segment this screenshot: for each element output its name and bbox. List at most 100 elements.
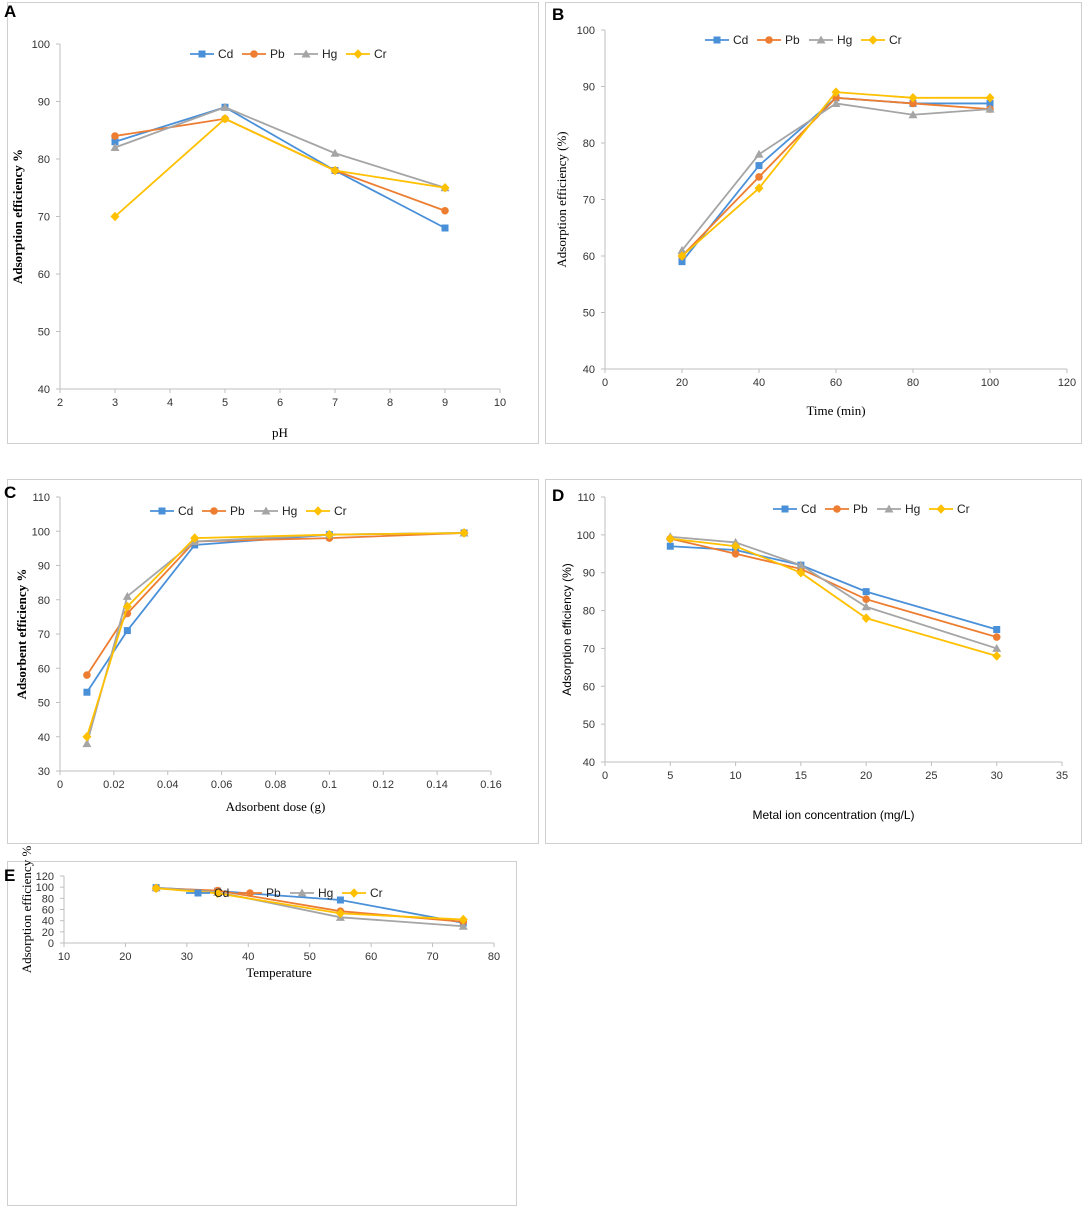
data-point-hg <box>754 149 764 158</box>
legend-label-cd: Cd <box>178 504 193 518</box>
series-line-cr <box>86 532 465 738</box>
y-tick-label: 100 <box>577 25 595 37</box>
y-tick-label: 120 <box>36 871 54 883</box>
data-point-cr <box>220 113 230 124</box>
legend-label-hg: Hg <box>318 886 333 900</box>
data-point-hg <box>677 245 687 254</box>
x-tick-label: 50 <box>304 951 316 963</box>
legend-marker-cd <box>781 505 789 513</box>
legend-label-cd: Cd <box>214 886 229 900</box>
legend-label-pb: Pb <box>266 886 281 900</box>
data-point-cd <box>83 688 91 696</box>
x-tick-label: 5 <box>667 770 673 782</box>
panel-d-frame <box>545 479 1082 844</box>
legend-label-pb: Pb <box>270 47 285 61</box>
chart-c: 0 0.02 0.04 0.06 0.08 0.1 0.12 0.14 0.16 30 40 50 60… <box>14 492 502 814</box>
chart-e: 10 20 30 40 50 60 70 80020406080100120Temperatu… <box>19 846 500 980</box>
y-tick-label: 80 <box>583 606 595 618</box>
x-tick-label: 35 <box>1056 770 1068 782</box>
series-line-hg <box>114 106 446 189</box>
series-line-pb <box>670 537 997 638</box>
x-tick-label: 10 <box>729 770 741 782</box>
data-point-hg <box>985 104 995 113</box>
x-tick-label: 3 <box>112 397 118 409</box>
series-line-cr <box>681 91 990 257</box>
data-point-hg <box>796 560 806 569</box>
y-tick-label: 90 <box>38 97 50 109</box>
legend-label-hg: Hg <box>322 47 337 61</box>
series-line-cr <box>114 117 446 218</box>
x-tick-label: 8 <box>387 397 393 409</box>
data-point-hg <box>861 602 871 611</box>
panel-label-d: D <box>552 486 565 505</box>
y-tick-label: 20 <box>42 927 54 939</box>
data-point-cr <box>458 914 468 925</box>
x-tick-label: 9 <box>442 397 448 409</box>
y-tick-label: 0 <box>48 938 54 950</box>
x-tick-label: 6 <box>277 397 283 409</box>
data-point-cr <box>796 567 806 578</box>
x-tick-label: 0 <box>602 377 608 389</box>
y-tick-label: 60 <box>583 251 595 263</box>
legend-marker-cd <box>158 507 166 515</box>
data-point-cd <box>986 99 994 107</box>
x-tick-label: 80 <box>907 377 919 389</box>
x-axis-title: Temperature <box>246 965 312 980</box>
legend-marker-hg <box>297 888 307 897</box>
y-axis-title: Adsorbent efficiency % <box>14 569 29 700</box>
series-line-pb <box>86 532 465 676</box>
data-point-cr <box>330 165 340 176</box>
y-tick-label: 40 <box>42 916 54 928</box>
legend-label-cr: Cr <box>334 504 347 518</box>
data-point-cr <box>151 883 161 894</box>
y-tick-label: 110 <box>577 492 595 504</box>
data-point-cr <box>82 731 92 742</box>
y-tick-label: 70 <box>583 643 595 655</box>
data-point-cd <box>755 162 763 170</box>
data-point-cr <box>665 533 675 544</box>
y-tick-label: 60 <box>38 269 50 281</box>
x-tick-label: 0 <box>57 779 63 791</box>
data-point-cd <box>666 542 674 550</box>
legend-marker-pb <box>210 507 218 515</box>
data-point-cr <box>831 87 841 97</box>
series-line-cd <box>86 532 465 693</box>
panel-b-frame <box>545 2 1082 444</box>
x-tick-label: 0.12 <box>373 779 394 791</box>
series-line-cd <box>681 96 990 263</box>
x-tick-label: 70 <box>426 951 438 963</box>
x-tick-label: 10 <box>58 951 70 963</box>
data-point-cd <box>441 224 449 232</box>
series-line-pb <box>114 117 446 212</box>
chart-b: 0 20 40 60 80 100 120 40 50 60 70 80 90 100 Time (min)… <box>554 25 1076 418</box>
data-point-pb <box>111 132 119 140</box>
legend-marker-cr <box>353 49 363 59</box>
legend-label-cd: Cd <box>801 502 816 516</box>
legend-label-cd: Cd <box>733 33 748 47</box>
data-point-hg <box>458 921 468 930</box>
data-point-pb <box>909 99 917 108</box>
data-point-cd <box>862 588 870 596</box>
data-point-hg <box>992 643 1002 652</box>
panel-a-frame <box>7 2 539 444</box>
legend-marker-pb <box>250 50 258 58</box>
data-point-cr <box>213 888 223 899</box>
data-point-hg <box>330 148 340 157</box>
y-tick-label: 100 <box>577 530 595 542</box>
data-point-pb <box>731 549 740 558</box>
data-point-pb <box>755 173 763 181</box>
x-axis-title: pH <box>272 425 288 440</box>
y-tick-label: 60 <box>583 681 595 693</box>
y-tick-label: 40 <box>583 364 595 376</box>
y-tick-label: 100 <box>36 882 54 894</box>
data-point-cr <box>335 908 345 919</box>
legend-label-pb: Pb <box>853 502 868 516</box>
y-tick-label: 90 <box>583 82 595 94</box>
data-point-cr <box>110 211 120 222</box>
data-point-cr <box>731 541 741 552</box>
x-tick-label: 2 <box>57 397 63 409</box>
data-point-pb <box>992 633 1001 641</box>
data-point-cd <box>123 627 131 635</box>
x-tick-label: 80 <box>488 951 500 963</box>
